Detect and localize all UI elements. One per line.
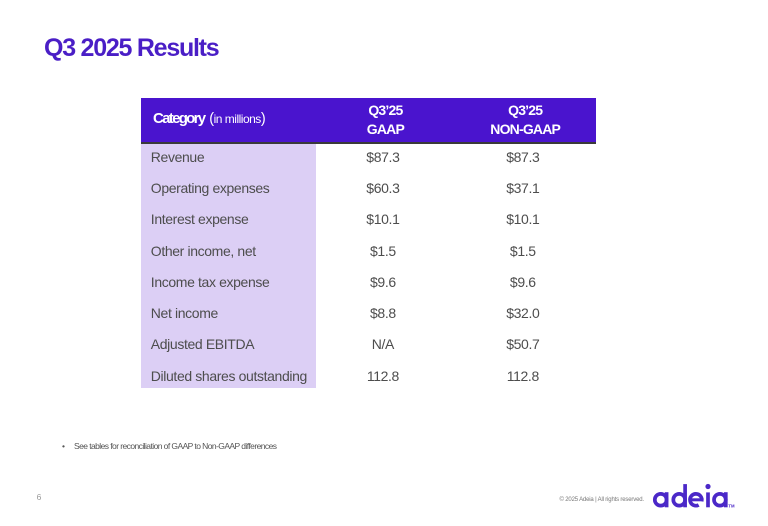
svg-text:TM: TM <box>728 504 735 509</box>
